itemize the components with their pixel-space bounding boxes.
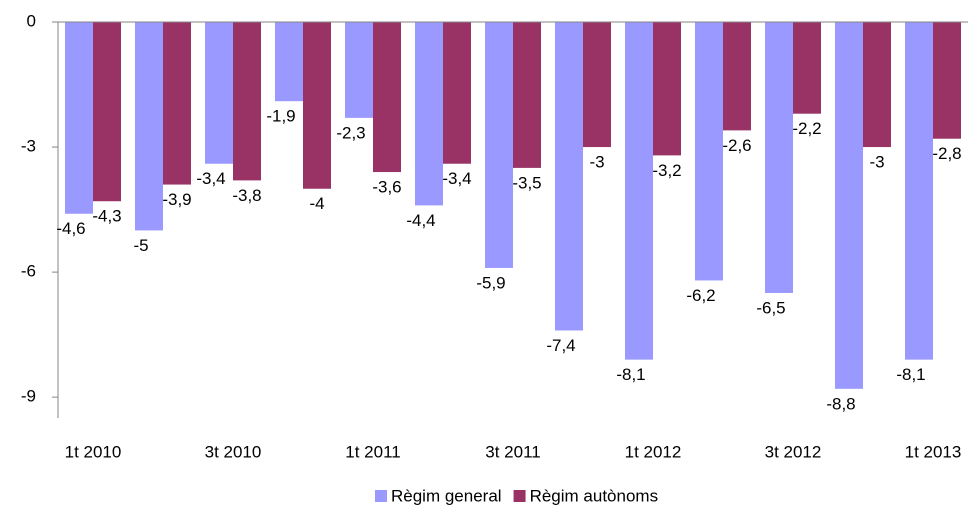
bar [793, 22, 821, 114]
bar [905, 22, 933, 360]
bar [583, 22, 611, 148]
legend-swatch [513, 490, 526, 502]
value-label: -3,6 [372, 178, 401, 197]
bar [205, 22, 233, 164]
bar [695, 22, 723, 281]
legend-label: Règim general [391, 486, 502, 505]
legend-swatch [375, 490, 387, 502]
bar [513, 22, 541, 168]
value-label: -2,2 [792, 119, 821, 138]
value-label: -4 [309, 194, 324, 213]
value-label: -8,1 [896, 365, 925, 384]
value-label: -3,2 [652, 161, 681, 180]
value-label: -6,2 [686, 286, 715, 305]
bar [555, 22, 583, 331]
value-label: -7,4 [546, 336, 575, 355]
bar [233, 22, 261, 181]
bar [933, 22, 961, 139]
bar [275, 22, 303, 102]
y-tick-label: -9 [21, 387, 36, 406]
value-label: -5,9 [476, 273, 505, 292]
x-tick-label: 1t 2010 [65, 442, 122, 461]
x-tick-label: 3t 2012 [765, 442, 822, 461]
bar [863, 22, 891, 148]
bar [65, 22, 93, 214]
bar [835, 22, 863, 389]
bar [163, 22, 191, 185]
value-label: -4,4 [406, 211, 435, 230]
value-label: -3,9 [162, 190, 191, 209]
x-tick-label: 1t 2011 [345, 442, 400, 461]
value-label: -3,8 [232, 186, 261, 205]
bar [485, 22, 513, 268]
bar [415, 22, 443, 206]
value-label: -5 [133, 236, 148, 255]
value-label: -3,4 [196, 169, 225, 188]
value-label: -2,8 [932, 144, 961, 163]
value-label: -3 [589, 153, 604, 172]
value-label: -3,4 [442, 169, 471, 188]
value-label: -1,9 [266, 107, 295, 126]
bar [653, 22, 681, 156]
value-label: -4,3 [92, 207, 121, 226]
x-tick-label: 3t 2011 [485, 442, 540, 461]
bar [345, 22, 373, 118]
bar [135, 22, 163, 231]
value-label: -6,5 [756, 298, 785, 317]
y-tick-label: -3 [21, 137, 36, 156]
bar [303, 22, 331, 189]
x-tick-label: 1t 2012 [625, 442, 682, 461]
bar [625, 22, 653, 360]
bar [723, 22, 751, 131]
value-label: -8,8 [826, 394, 855, 413]
x-tick-label: 3t 2010 [205, 442, 262, 461]
value-label: -2,6 [722, 136, 751, 155]
x-tick-label: 1t 2013 [905, 442, 962, 461]
bar [93, 22, 121, 202]
y-tick-label: -6 [21, 262, 36, 281]
bar [765, 22, 793, 293]
bar [373, 22, 401, 173]
value-label: -2,3 [336, 123, 365, 142]
value-label: -3,5 [512, 173, 541, 192]
value-label: -4,6 [56, 219, 85, 238]
value-label: -3 [869, 153, 884, 172]
bar [443, 22, 471, 164]
legend-label: Règim autònoms [530, 486, 659, 505]
value-label: -8,1 [616, 365, 645, 384]
y-tick-label: 0 [27, 11, 36, 30]
